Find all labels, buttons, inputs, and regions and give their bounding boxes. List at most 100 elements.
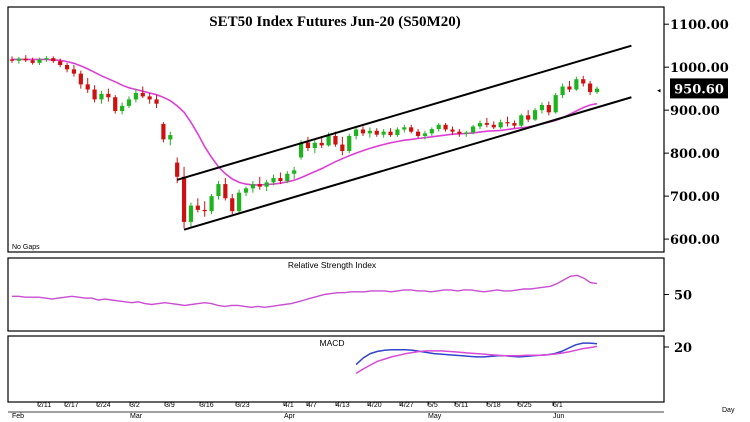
candle-body [347,135,352,151]
month-label: May [428,413,442,420]
macd-signal-line [355,345,598,375]
candle-body [354,129,359,136]
candle-body [367,130,372,134]
x-tick-label: 4/13 [336,402,350,409]
candle-body [113,97,118,112]
month-label: Apr [284,413,296,420]
y-tick-label: 800.00 [670,147,720,162]
candle-body [381,131,386,135]
candle-body [484,123,489,125]
candle-body [464,132,469,134]
y-tick-label: 1000.00 [670,61,729,76]
candle-body [388,131,393,136]
candle-body [71,69,77,74]
x-tick-label: 4/7 [307,402,317,409]
x-tick-label: 5/18 [487,402,501,409]
candle-body [92,89,97,100]
candle-body [195,205,200,210]
candle-body [415,131,421,136]
y-tick-label: 900.00 [670,104,720,119]
candle-body [257,184,262,187]
x-tick-label: 6/1 [553,402,563,409]
candle-body [360,129,366,134]
candle-body [429,129,434,134]
moving-average-line [12,58,598,186]
x-tick-label: 3/2 [130,402,140,409]
candle-body [223,184,228,199]
candle-body [539,105,545,111]
candle-body [140,92,145,97]
price-frame [7,6,665,253]
candle-body [560,86,565,96]
candle-body [278,178,283,182]
no-gaps-note: No Gaps [12,244,40,251]
chart-title: SET50 Index Futures Jun-20 (S50M20) [209,14,460,30]
x-tick-label: 3/16 [200,402,214,409]
candle-body [471,126,476,133]
candle-body [9,59,15,61]
x-tick-label: 2/11 [38,402,51,409]
candle-body [402,127,407,130]
candle-body [51,58,56,62]
candle-body [133,92,138,100]
x-tick-label: 3/9 [165,402,175,409]
candle-body [154,99,159,104]
candle-body [85,84,90,90]
candle-body [498,122,503,128]
candle-body [422,133,428,136]
candle-body [285,173,290,182]
candle-body [99,93,104,100]
candle-body [374,130,379,135]
candle-body [457,131,462,134]
x-axis: 2/11 2/17 2/24 3/2 3/9 3/16 3/23 4/1 4/7 4/13 4/20… [8,401,735,420]
x-tick-label: 5/25 [518,402,532,409]
x-tick-label: 2/24 [97,402,111,409]
candle-body [581,79,586,84]
rsi-panel: Relative Strength Index 50 [7,257,692,332]
candle-body [450,129,455,132]
candle-body [181,176,187,222]
candle-body [333,135,338,145]
x-tick-label: 4/1 [284,402,294,409]
candle-body [409,127,414,132]
x-tick-label: 4/27 [400,402,414,409]
candle-body [477,123,483,127]
candle-body [326,135,331,146]
candle-body [532,110,538,120]
candle-body [546,105,551,113]
month-label: Jun [553,413,564,420]
candle-body [120,105,125,112]
candle-body [519,115,524,126]
candle-body [292,170,297,174]
y-tick-label: 700.00 [670,190,720,205]
trend-channel-line [183,96,632,231]
macd-line [355,342,598,366]
candle-body [230,198,235,212]
candle-body [574,79,579,90]
candle-body [106,93,111,98]
macd-panel: MACD 20 [7,335,692,403]
rsi-y-tick-label: 50 [674,289,692,304]
month-label: Mar [130,413,143,420]
candle-body [168,135,173,140]
y-tick-label: 600.00 [670,233,720,248]
rsi-title: Relative Strength Index [288,260,377,270]
candle-body [126,99,132,106]
x-tick-label: 2/17 [65,402,79,409]
candle-body [553,95,558,113]
last-price-arrow-icon: ◂ [657,87,661,94]
candle-body [395,129,400,136]
candle-body [271,178,276,183]
candle-body [312,142,317,148]
macd-y-tick-label: 20 [674,341,692,356]
price-panel: SET50 Index Futures Jun-20 (S50M20) No Ga… [7,6,729,253]
rsi-line [12,274,598,309]
candle-body [340,144,345,151]
candle-body [78,73,83,85]
x-tick-label: 5/5 [428,402,438,409]
candle-body [23,58,28,61]
candle-body [512,123,517,126]
candle-body [202,209,207,212]
last-price-box [670,78,728,99]
